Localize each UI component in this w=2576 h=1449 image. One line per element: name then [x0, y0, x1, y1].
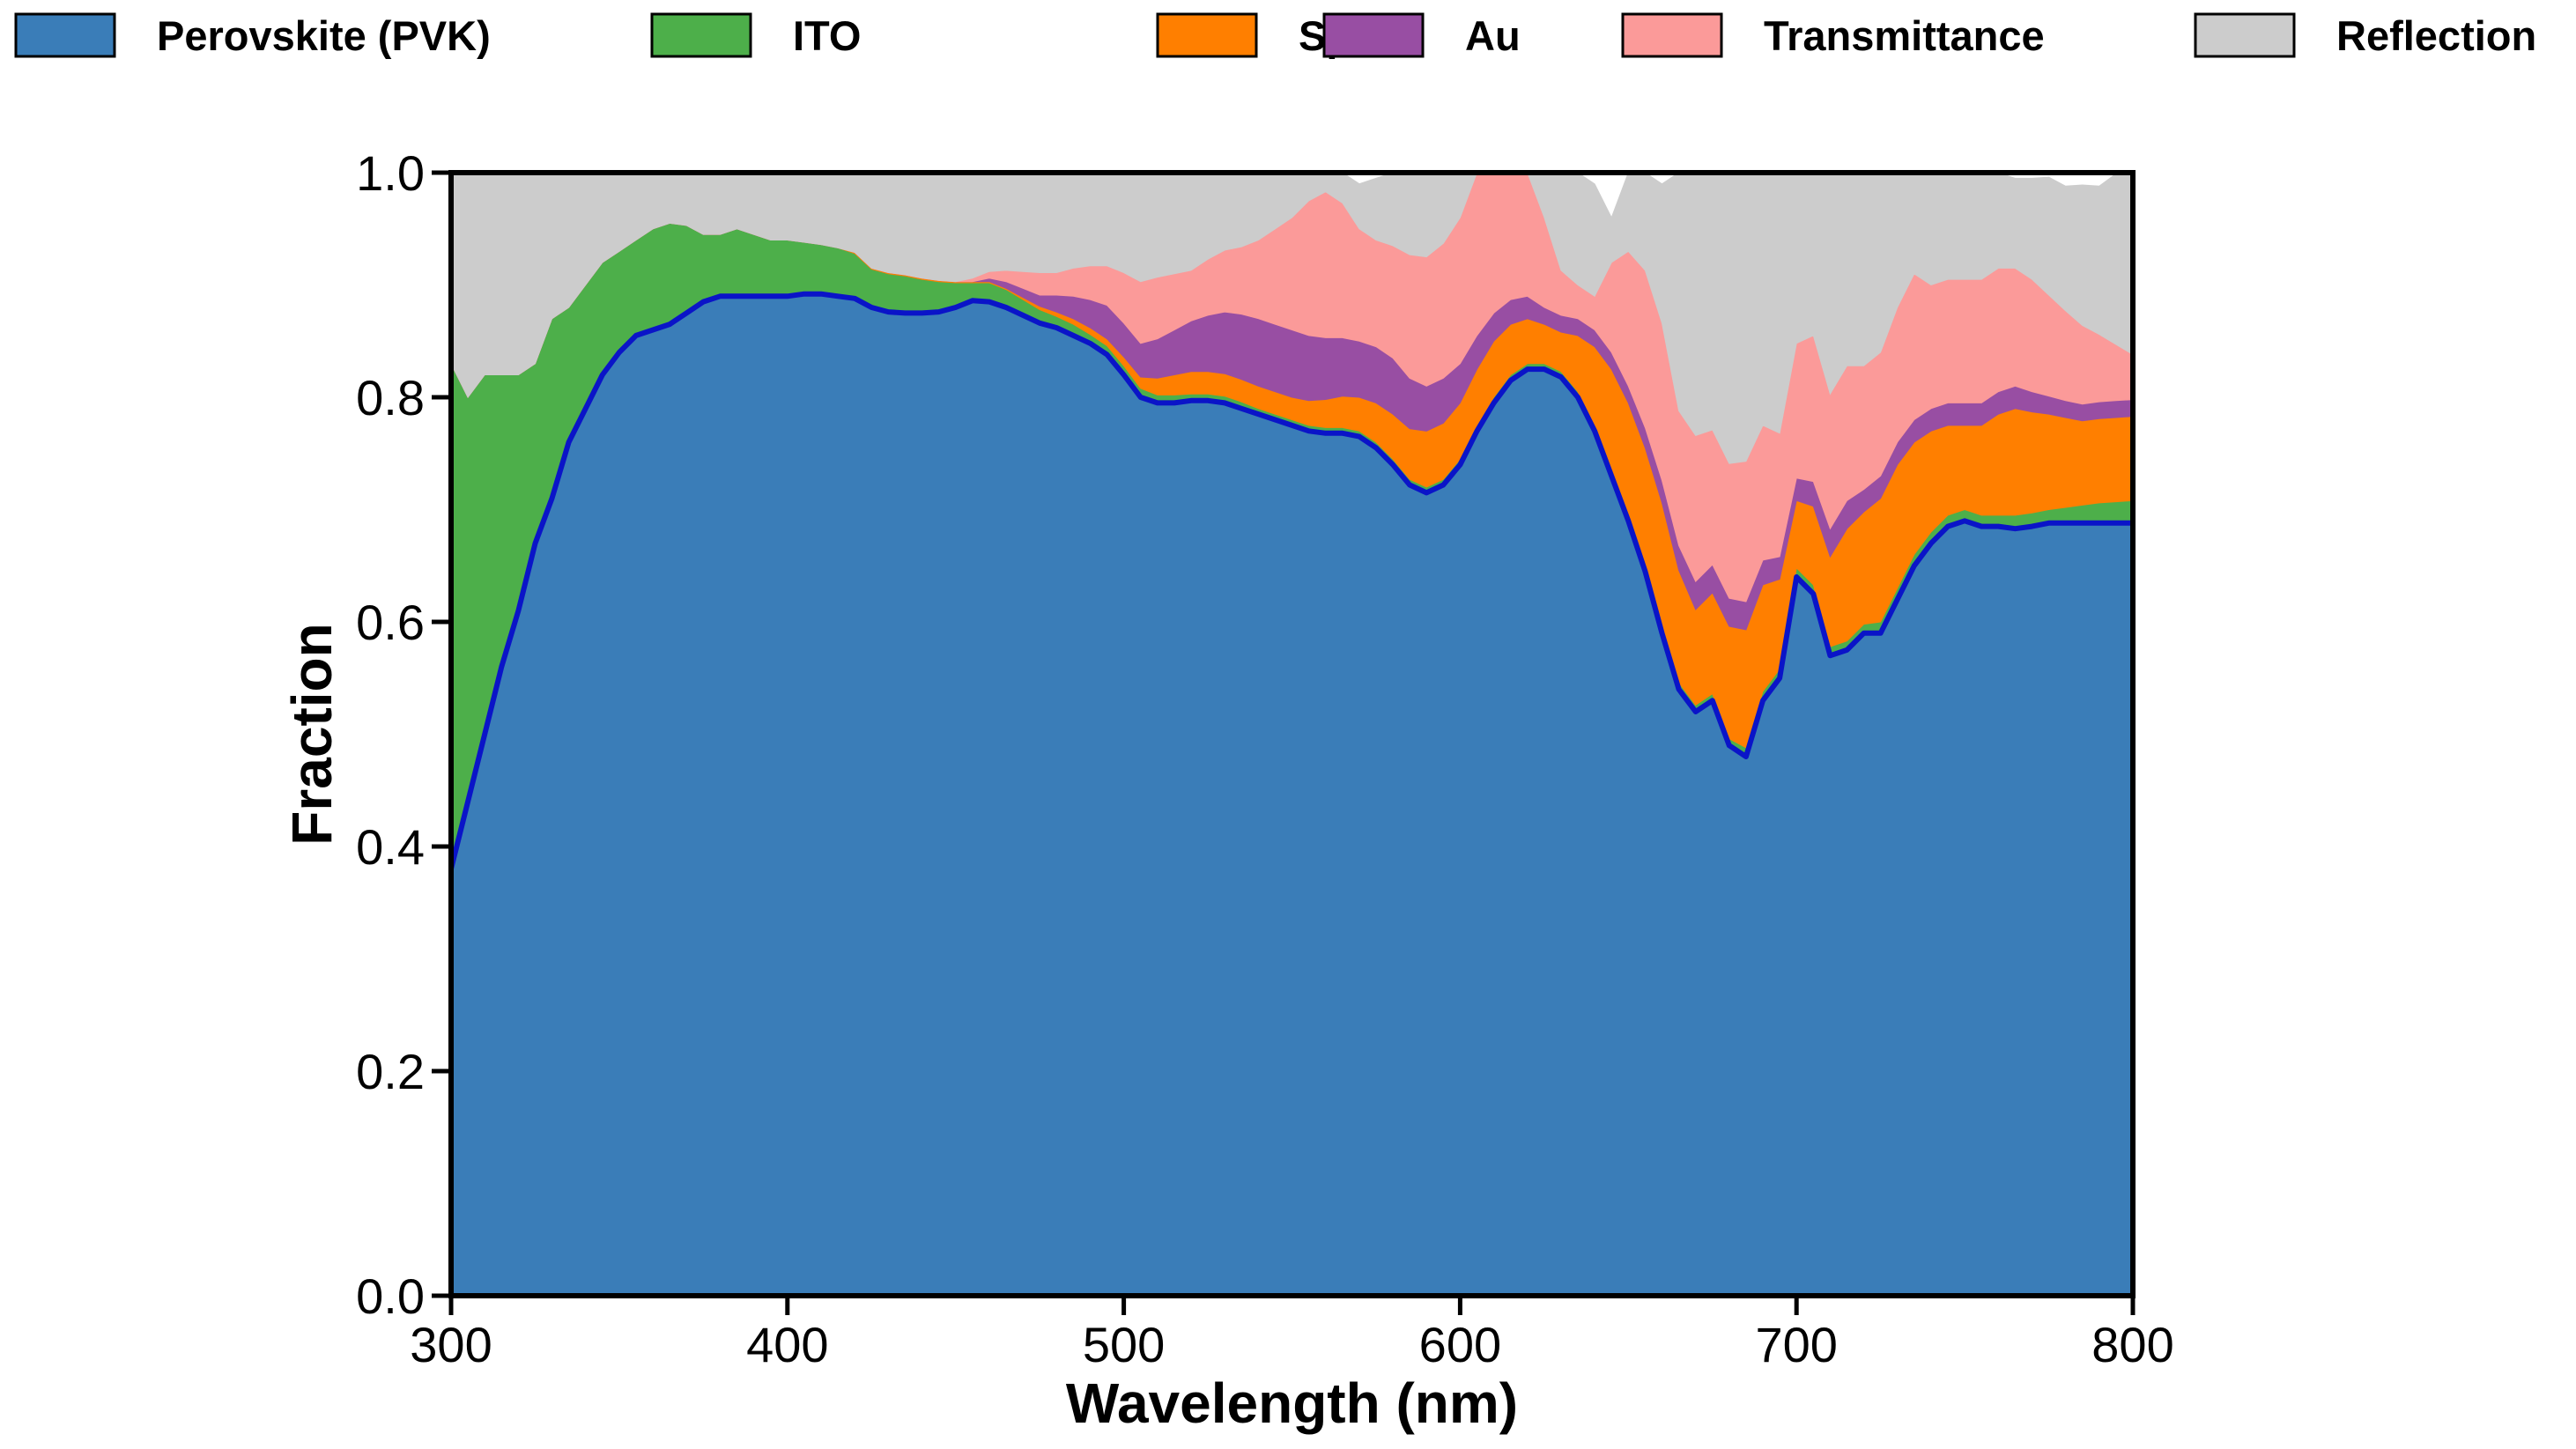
legend-swatch [14, 12, 116, 58]
plot-frame [448, 170, 2136, 1298]
x-tick-label: 500 [1083, 1317, 1165, 1372]
legend-item-transmittance: Transmittance [1621, 12, 2045, 59]
x-axis: 300 400 500 600 700 800 [410, 1296, 2174, 1372]
legend-swatch [1156, 12, 1258, 58]
x-tick-label: 400 [746, 1317, 828, 1372]
y-axis: 0.0 0.2 0.4 0.6 0.8 1.0 [356, 145, 451, 1324]
x-tick-label: 800 [2091, 1317, 2173, 1372]
y-tick-label: 0.0 [356, 1268, 425, 1324]
legend-swatch [1322, 12, 1425, 58]
x-tick-label: 300 [410, 1317, 492, 1372]
y-axis-title: Fraction [280, 623, 344, 845]
legend-label: Reflection [2336, 12, 2536, 59]
area-series-group [450, 172, 2134, 1297]
legend: Perovskite (PVK)ITOSpiroAuTransmittanceR… [14, 12, 2536, 59]
legend-item-perovskite-pvk: Perovskite (PVK) [14, 12, 491, 59]
y-tick-label: 0.2 [356, 1044, 425, 1099]
x-axis-title: Wavelength (nm) [1066, 1371, 1518, 1435]
legend-item-ito: ITO [650, 12, 861, 59]
legend-swatch [1621, 12, 1723, 58]
legend-swatch [650, 12, 752, 58]
y-tick-label: 0.6 [356, 595, 425, 650]
legend-label: Transmittance [1764, 12, 2045, 59]
y-tick-label: 0.8 [356, 370, 425, 425]
legend-label: Perovskite (PVK) [157, 12, 491, 59]
x-tick-label: 700 [1755, 1317, 1837, 1372]
legend-item-au: Au [1322, 12, 1521, 59]
legend-swatch [2194, 12, 2296, 58]
pvk-boundary-line-group [448, 291, 2133, 870]
y-tick-label: 0.4 [356, 819, 425, 875]
y-tick-label: 1.0 [356, 145, 425, 201]
plot-area [448, 170, 2136, 1298]
legend-item-reflection: Reflection [2194, 12, 2536, 59]
x-tick-label: 600 [1419, 1317, 1501, 1372]
pvk-boundary-line [448, 291, 2133, 870]
legend-label: Au [1465, 12, 1521, 59]
legend-label: ITO [793, 12, 861, 59]
